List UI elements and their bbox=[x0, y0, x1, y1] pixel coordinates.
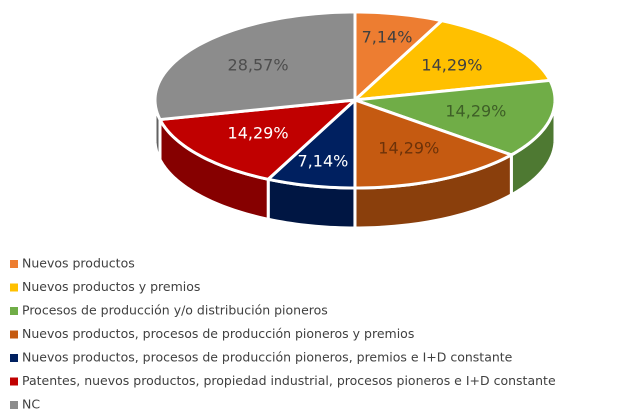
slice-top bbox=[353, 10, 445, 104]
legend-label: Nuevos productos bbox=[22, 256, 135, 271]
legend-label: Nuevos productos, procesos de producción… bbox=[22, 326, 414, 341]
legend-swatch bbox=[10, 283, 18, 292]
data-label: 14,29% bbox=[378, 139, 439, 158]
pie-slice bbox=[354, 78, 557, 198]
pie-slice bbox=[353, 10, 445, 104]
pie-slice bbox=[353, 97, 516, 230]
legend-swatch bbox=[10, 354, 18, 362]
legend-label: Procesos de producción y/o distribución … bbox=[22, 303, 328, 318]
data-label: 7,14% bbox=[298, 151, 349, 170]
data-label: 14,29% bbox=[228, 124, 289, 143]
legend-label: Nuevos productos, procesos de producción… bbox=[22, 350, 513, 365]
slice-top bbox=[350, 19, 553, 102]
slice-top bbox=[354, 78, 557, 157]
legend-label: Nuevos productos y premios bbox=[22, 279, 200, 294]
data-label: 14,29% bbox=[445, 102, 506, 121]
slice-top bbox=[153, 10, 357, 122]
pie-slice bbox=[265, 96, 357, 230]
data-label: 7,14% bbox=[362, 28, 413, 47]
slice-top bbox=[157, 98, 360, 181]
legend-label: NC bbox=[22, 397, 40, 411]
data-label: 14,29% bbox=[421, 55, 482, 74]
slice-top bbox=[353, 97, 516, 190]
pie-slice bbox=[153, 10, 357, 161]
slice-top bbox=[265, 96, 357, 190]
pie-slice bbox=[350, 19, 553, 102]
legend-swatch bbox=[10, 377, 18, 386]
legend-swatch bbox=[10, 401, 18, 409]
legend-label: Patentes, nuevos productos, propiedad in… bbox=[22, 373, 556, 388]
legend-swatch bbox=[10, 330, 18, 339]
data-label: 28,57% bbox=[228, 55, 289, 74]
legend-swatch bbox=[10, 260, 18, 268]
legend-swatch bbox=[10, 307, 18, 315]
